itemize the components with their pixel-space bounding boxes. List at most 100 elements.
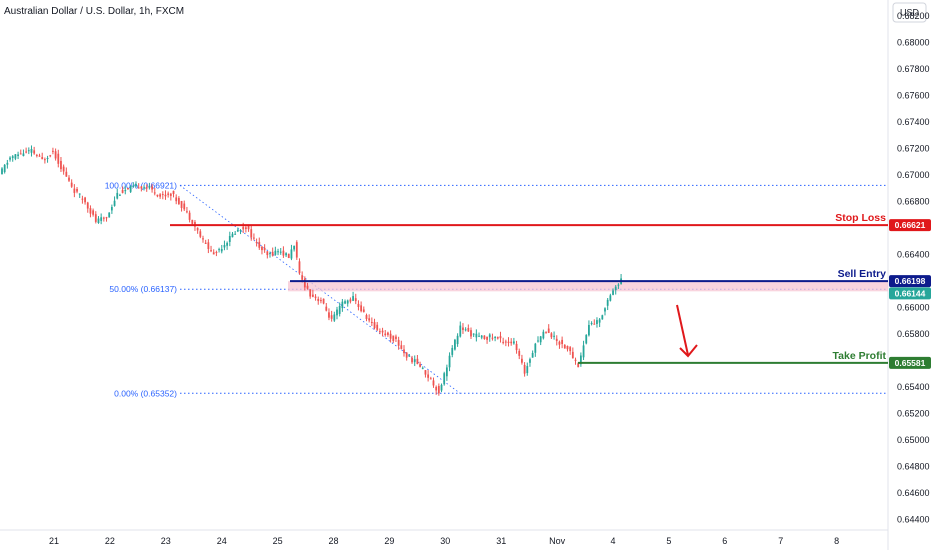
fib-level-label: 100.00% (0.66921) <box>105 180 177 190</box>
candle-body <box>370 321 373 323</box>
candle-body <box>220 248 223 252</box>
candle-body <box>378 331 381 333</box>
candle-body <box>325 306 328 311</box>
candle-body <box>279 251 282 253</box>
candle-body <box>100 217 103 221</box>
sell-zone <box>288 281 888 292</box>
candle-body <box>349 299 352 302</box>
candle-body <box>590 323 593 325</box>
candle-body <box>405 352 408 358</box>
candle-body <box>140 186 143 189</box>
time-tick-label: 23 <box>161 536 171 546</box>
candle-body <box>419 364 421 367</box>
price-tick-label: 0.68000 <box>897 37 930 47</box>
candle-body <box>459 325 462 337</box>
candle-body <box>606 299 609 306</box>
time-tick-label: 24 <box>217 536 227 546</box>
fibonacci-retracement[interactable]: 100.00% (0.66921) 50.00% (0.66137) 0.00% (… <box>105 180 888 398</box>
trade-levels[interactable]: Stop Loss 0.66621 Sell Entry 0.66198 Take Pr… <box>170 212 931 369</box>
candle-body <box>346 300 349 304</box>
candle-body <box>322 298 325 304</box>
candle-body <box>57 153 60 164</box>
candle-body <box>521 358 523 363</box>
candle-body <box>362 309 365 312</box>
candle-body <box>400 345 403 349</box>
candle-body <box>537 340 539 342</box>
currency-button[interactable]: USD <box>892 2 927 23</box>
candle-body <box>488 334 491 338</box>
price-tick-label: 0.67200 <box>897 143 930 153</box>
candle-body <box>242 226 245 230</box>
price-badge <box>889 275 931 288</box>
candle-body <box>49 155 52 157</box>
candle-body <box>462 327 464 330</box>
sell-zone-band <box>288 281 888 292</box>
candle-body <box>14 154 17 159</box>
candle-body <box>277 251 279 253</box>
price-tick-label: 0.67400 <box>897 117 930 127</box>
price-badge <box>889 356 931 369</box>
candle-body <box>424 370 427 375</box>
candle-body <box>515 343 518 351</box>
candle-body <box>579 355 582 365</box>
time-tick-label: 6 <box>722 536 727 546</box>
candle-body <box>555 338 558 341</box>
candle-body <box>86 202 89 209</box>
candle-body <box>266 251 269 256</box>
candle-body <box>491 337 494 339</box>
price-badge-label: 0.66621 <box>895 220 926 230</box>
candle-body <box>234 233 237 235</box>
candle-body <box>496 337 499 339</box>
time-tick-label: Nov <box>549 536 566 546</box>
candle-body <box>574 359 577 361</box>
candle-body <box>65 171 68 177</box>
level-name-label: Take Profit <box>833 350 887 362</box>
candle-body <box>475 333 478 338</box>
candle-body <box>336 309 338 316</box>
candle-body <box>545 332 547 334</box>
candle-body <box>338 305 341 314</box>
candle-body <box>172 190 175 194</box>
time-axis[interactable]: 21 22 23 24 25 28 29 30 31 Nov 4 5 6 7 8 <box>49 536 839 546</box>
currency-button-frame[interactable] <box>892 2 927 23</box>
candle-body <box>137 187 140 189</box>
candle-body <box>269 253 271 255</box>
candle-body <box>295 242 298 258</box>
candle-body <box>320 300 322 302</box>
currency-button-label: USD <box>900 8 920 18</box>
candle-body <box>354 298 357 302</box>
candle-body <box>119 194 121 196</box>
candle-body <box>411 357 413 363</box>
candle-body <box>456 335 459 345</box>
candle-body <box>92 210 95 215</box>
candle-body <box>306 285 309 289</box>
candle-body <box>202 238 204 240</box>
candle-body <box>526 366 529 374</box>
candle-body <box>271 251 274 256</box>
candle-body <box>612 290 614 295</box>
candle-body <box>215 251 218 253</box>
fib-level-label: 0.00% (0.65352) <box>114 388 177 398</box>
candle-body <box>443 373 446 385</box>
chart-title: Australian Dollar / U.S. Dollar, 1h, FXC… <box>4 6 184 17</box>
candle-body <box>207 242 210 249</box>
price-tick-label: 0.65800 <box>897 329 930 339</box>
candle-body <box>464 329 467 331</box>
candle-body <box>164 194 167 197</box>
price-tick-label: 0.67600 <box>897 90 930 100</box>
candle-body <box>486 336 488 340</box>
candle-body <box>116 192 119 199</box>
candle-body <box>403 349 405 354</box>
price-tick-label: 0.64600 <box>897 488 930 498</box>
candle-body <box>151 186 153 190</box>
time-tick-label: 21 <box>49 536 59 546</box>
candle-body <box>435 386 438 391</box>
candle-body <box>132 185 135 187</box>
candle-body <box>467 327 470 332</box>
price-tick-label: 0.67800 <box>897 64 930 74</box>
candle-body <box>494 336 497 338</box>
candle-body <box>344 301 346 304</box>
candle-body <box>169 193 172 196</box>
candle-body <box>328 312 330 318</box>
